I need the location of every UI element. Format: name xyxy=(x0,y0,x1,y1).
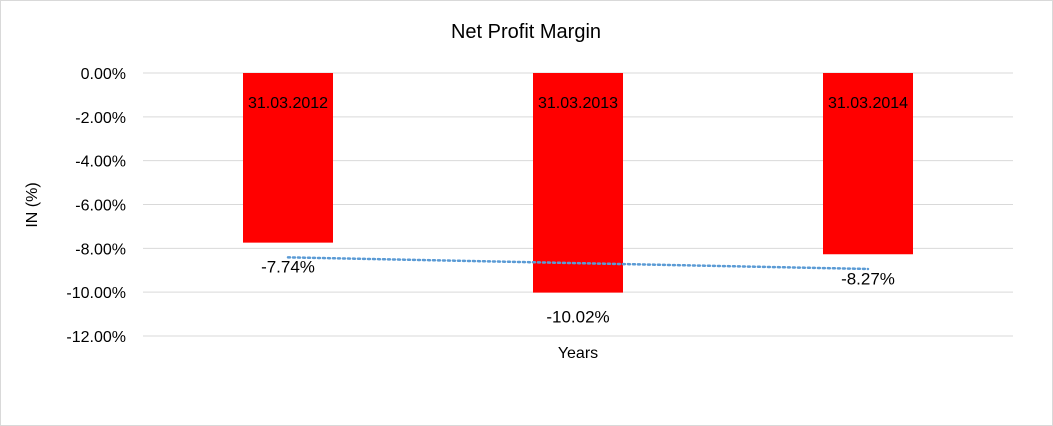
y-axis-title: IN (%) xyxy=(24,182,41,227)
data-label: -7.74% xyxy=(261,258,315,277)
bar xyxy=(823,73,913,255)
data-label: -10.02% xyxy=(546,308,609,327)
chart-title: Net Profit Margin xyxy=(451,21,601,43)
y-tick-label: -8.00% xyxy=(75,241,126,258)
data-label: -8.27% xyxy=(841,269,895,288)
data-labels: -7.74% -10.02% -8.27% xyxy=(261,258,895,327)
y-tick-label: -12.00% xyxy=(66,329,126,346)
y-tick-label: -6.00% xyxy=(75,198,126,215)
category-label: 31.03.2013 xyxy=(538,95,618,112)
category-label: 31.03.2012 xyxy=(248,95,328,112)
y-axis-ticks: 0.00% -2.00% -4.00% -6.00% -8.00% -10.00% -12.… xyxy=(66,66,126,346)
x-axis-title: Years xyxy=(558,345,598,362)
y-tick-label: -10.00% xyxy=(66,285,126,302)
category-labels: 31.03.2012 31.03.2013 31.03.2014 xyxy=(248,95,908,112)
y-tick-label: -4.00% xyxy=(75,154,126,171)
category-label: 31.03.2014 xyxy=(828,95,908,112)
trendline-group xyxy=(286,256,870,271)
bar xyxy=(533,73,623,293)
y-tick-label: -2.00% xyxy=(75,110,126,127)
trendline xyxy=(286,256,870,271)
bars xyxy=(243,73,913,293)
y-tick-label: 0.00% xyxy=(81,66,126,83)
bar xyxy=(243,73,333,243)
